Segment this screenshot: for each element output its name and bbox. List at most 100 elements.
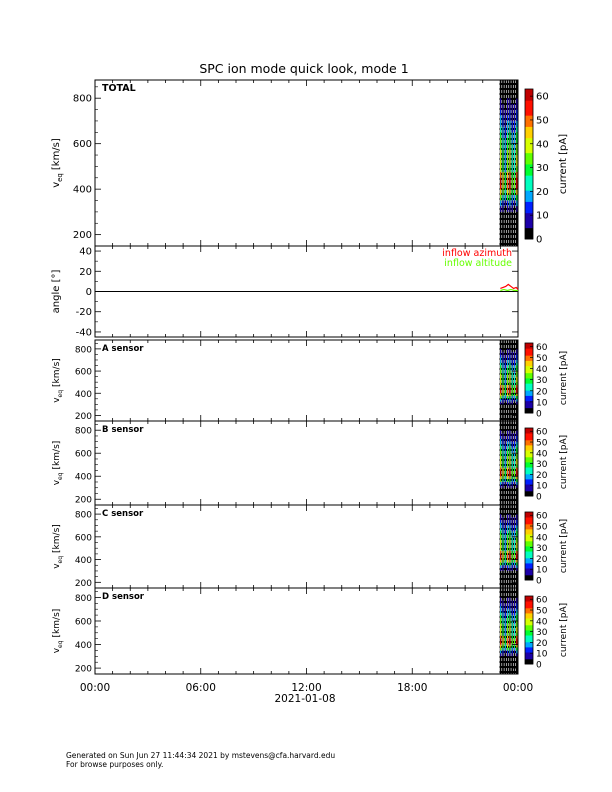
spectrum-cell xyxy=(509,516,511,520)
colorbar-segment xyxy=(525,653,533,656)
colorbar-segment xyxy=(525,164,533,169)
spectrum-cell xyxy=(507,433,509,436)
spectrum-cell xyxy=(504,615,506,619)
spectrum-cell xyxy=(500,508,502,512)
spectrum-cell xyxy=(513,453,516,457)
spectrum-cell xyxy=(504,632,506,636)
colorbar-segment xyxy=(525,636,533,639)
colorbar-segment xyxy=(525,346,533,349)
colorbar-segment xyxy=(525,194,533,199)
colorbar-label: current [pA] xyxy=(558,134,569,194)
spectrum-cell xyxy=(507,632,509,636)
spectrum-cell xyxy=(507,155,509,161)
spectrum-cell xyxy=(502,556,504,560)
colorbar-segment xyxy=(525,602,533,605)
legend-entry-1: inflow altitude xyxy=(444,258,512,269)
spectrum-cell xyxy=(504,433,506,436)
spectrum-cell xyxy=(509,629,511,633)
spectrum-cell xyxy=(511,160,513,167)
spectrum-cell xyxy=(500,424,502,428)
spectrum-cell xyxy=(516,211,518,218)
y-tick-label: 800 xyxy=(73,94,92,105)
y-tick-label: 800 xyxy=(75,345,92,355)
spectrum-cell xyxy=(511,393,513,397)
spectrum-cell xyxy=(502,641,504,645)
spectrum-cell xyxy=(500,365,502,369)
colorbar-segment xyxy=(525,156,533,161)
colorbar-segment xyxy=(525,490,533,493)
spectrum-cell xyxy=(509,618,511,621)
spectrum-cell xyxy=(500,615,502,619)
colorbar-segment xyxy=(525,386,533,389)
spectrum-cell xyxy=(502,441,504,445)
spectrum-cell xyxy=(504,562,506,566)
spectrum-cell xyxy=(504,155,506,161)
spectrum-cell xyxy=(513,390,516,394)
spectrum-cell xyxy=(516,456,518,459)
spectrum-cell xyxy=(511,109,513,116)
spectrum-cell xyxy=(504,441,506,445)
colorbar-tick-label: 0 xyxy=(536,493,542,503)
spectrum-cell xyxy=(513,155,516,161)
spectrum-cell xyxy=(511,548,513,552)
y-tick-label: 40 xyxy=(79,247,92,258)
colorbar-tick-label: 60 xyxy=(536,428,548,438)
spectrum-cell xyxy=(509,348,511,352)
spectrum-cell xyxy=(502,92,504,99)
spectrum-cell xyxy=(502,553,504,557)
spectrum-cell xyxy=(509,632,511,636)
colorbar-segment xyxy=(525,96,533,101)
spectrum-cell xyxy=(509,354,511,358)
colorbar-tick-label: 60 xyxy=(536,92,549,103)
colorbar-segment xyxy=(525,566,533,569)
spectrum-cell xyxy=(509,206,511,212)
colorbar-segment xyxy=(525,520,533,523)
spectrum-cell xyxy=(507,487,509,491)
colorbar-segment xyxy=(525,385,533,388)
spectrum-cell xyxy=(502,597,504,601)
spectrum-cell xyxy=(500,519,502,523)
spectrum-cell xyxy=(507,464,509,468)
spectrum-cell xyxy=(513,376,516,380)
spectrum-cell xyxy=(513,632,516,636)
spectrum-cell xyxy=(500,484,502,488)
spectrum-cell xyxy=(504,362,506,366)
spectrum-cell xyxy=(516,357,518,360)
spectrum-cell xyxy=(504,481,506,485)
colorbar-segment xyxy=(525,578,533,581)
colorbar-tick-label: 20 xyxy=(536,387,548,397)
spectrum-cell xyxy=(516,346,518,349)
spectrum-cell xyxy=(504,447,506,451)
spectrum-cell xyxy=(504,348,506,352)
spectrum-cell xyxy=(502,481,504,485)
spectrum-cell xyxy=(500,126,502,133)
spectrum-cell xyxy=(513,160,516,167)
spectrum-cell xyxy=(500,568,502,571)
spectrum-cell xyxy=(502,470,504,474)
spectrum-cell xyxy=(500,603,502,607)
spectrum-cell xyxy=(507,618,509,621)
colorbar-segment xyxy=(525,149,533,154)
spectrum-cell xyxy=(504,650,506,654)
spectrum-cell xyxy=(500,467,502,471)
spectrum-cell xyxy=(511,382,513,385)
spectrum-cell xyxy=(502,650,504,654)
spectrum-cell xyxy=(513,143,516,150)
y-axis-label-subscript: eq xyxy=(57,472,64,480)
spectrum-cell xyxy=(511,359,513,363)
colorbar-segment xyxy=(525,626,533,629)
spectrum-cell xyxy=(516,612,518,616)
colorbar-segment xyxy=(525,621,533,624)
spectrum-cell xyxy=(502,444,504,448)
colorbar-segment xyxy=(525,648,533,651)
spectrum-cell xyxy=(502,453,504,457)
spectrum-cell xyxy=(500,638,502,642)
spectrum-cell xyxy=(504,115,506,121)
spectrum-cell xyxy=(511,606,513,610)
spectrum-cell xyxy=(500,172,502,178)
spectrum-cell xyxy=(507,362,509,366)
colorbar-segment xyxy=(525,660,533,663)
spectrum-cell xyxy=(511,600,513,604)
footer-browse-note: For browse purposes only. xyxy=(66,760,164,769)
